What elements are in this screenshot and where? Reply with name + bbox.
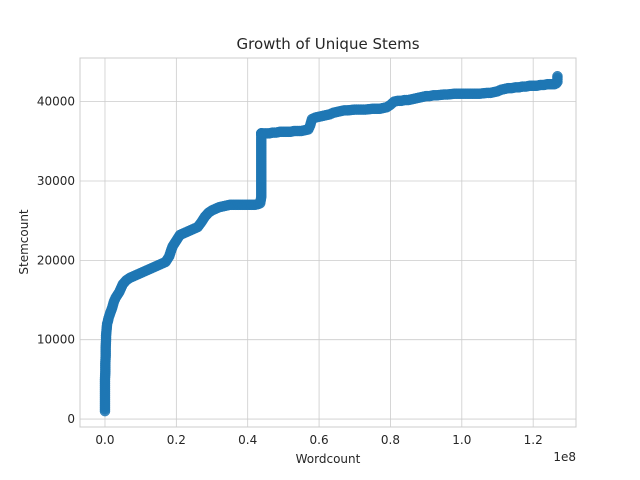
x-tick-label: 0.4 [238,433,257,447]
x-tick-label: 0.6 [310,433,329,447]
grid-lines [80,58,576,427]
y-tick-label: 10000 [37,333,75,347]
y-tick-label: 20000 [37,253,75,267]
x-axis-label: Wordcount [296,452,361,466]
chart-title: Growth of Unique Stems [236,35,419,53]
scatter-point [552,71,563,82]
scatter-points [99,71,563,417]
y-tick-label: 0 [67,412,75,426]
y-axis-ticks: 0 10000 20000 30000 40000 [37,95,75,426]
plot-frame [79,57,577,428]
x-tick-label: 0.8 [381,433,400,447]
x-axis-offset-label: 1e8 [553,450,576,464]
x-tick-label: 0.2 [167,433,186,447]
x-tick-label: 0.0 [95,433,114,447]
y-axis-label: Stemcount [17,209,31,275]
y-tick-label: 30000 [37,174,75,188]
x-tick-label: 1.0 [452,433,471,447]
x-axis-ticks: 0.0 0.2 0.4 0.6 0.8 1.0 1.2 [95,433,542,447]
y-tick-label: 40000 [37,95,75,109]
x-tick-label: 1.2 [524,433,543,447]
